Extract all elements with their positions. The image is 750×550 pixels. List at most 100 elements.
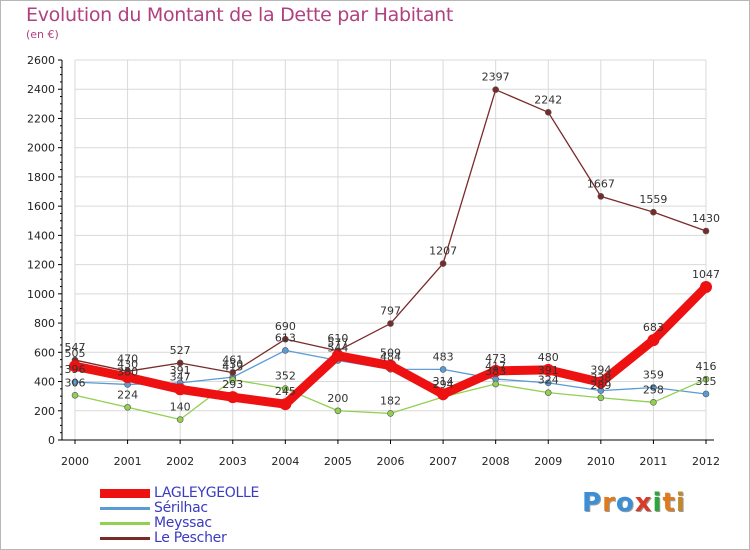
data-label: 544 bbox=[327, 341, 348, 354]
data-point bbox=[489, 364, 502, 377]
data-label: 314 bbox=[433, 375, 454, 388]
data-label: 509 bbox=[380, 347, 401, 360]
series-lagleygeolle bbox=[69, 280, 712, 411]
x-tick-label: 2009 bbox=[534, 455, 562, 468]
data-point bbox=[229, 376, 237, 383]
data-point bbox=[597, 394, 605, 402]
data-label: 2242 bbox=[534, 93, 562, 106]
y-tick-label: 2000 bbox=[27, 142, 55, 155]
legend-item: Le Pescher bbox=[98, 530, 358, 546]
y-tick-label: 1400 bbox=[27, 229, 55, 242]
data-point bbox=[544, 379, 552, 387]
data-point bbox=[229, 369, 237, 376]
data-label: 347 bbox=[170, 370, 191, 383]
data-point bbox=[121, 371, 134, 384]
x-tick-label: 2001 bbox=[114, 455, 142, 468]
legend-item: LAGLEYGEOLLE bbox=[98, 485, 358, 501]
data-label: 1207 bbox=[429, 245, 457, 258]
data-label: 413 bbox=[222, 361, 243, 374]
data-point bbox=[544, 109, 552, 116]
logo-letter: r bbox=[602, 488, 616, 518]
y-tick-label: 600 bbox=[34, 346, 55, 359]
y-tick-label: 1600 bbox=[27, 200, 55, 213]
x-tick-label: 2002 bbox=[166, 455, 194, 468]
data-point bbox=[492, 86, 499, 93]
data-label: 483 bbox=[433, 350, 454, 363]
data-label: 200 bbox=[327, 392, 348, 405]
data-label: 797 bbox=[380, 305, 401, 318]
data-label: 577 bbox=[327, 337, 348, 350]
chart-subtitle: (en €) bbox=[26, 28, 59, 41]
y-tick-label: 200 bbox=[34, 405, 55, 418]
legend-item: Sérilhac bbox=[98, 500, 358, 516]
legend-label: LAGLEYGEOLLE bbox=[154, 485, 260, 501]
data-point bbox=[702, 390, 710, 398]
data-label: 315 bbox=[696, 375, 717, 388]
data-label: 461 bbox=[222, 354, 243, 367]
data-label: 359 bbox=[643, 369, 664, 382]
data-label: 2397 bbox=[482, 71, 510, 84]
data-label: 473 bbox=[485, 352, 506, 365]
data-label: 352 bbox=[275, 370, 296, 383]
data-label: 613 bbox=[275, 331, 296, 344]
legend-label: Le Pescher bbox=[154, 530, 227, 546]
data-point bbox=[387, 320, 394, 327]
series-le-pescher bbox=[71, 86, 710, 376]
x-tick-label: 2005 bbox=[324, 455, 352, 468]
x-tick-label: 2006 bbox=[377, 455, 405, 468]
legend-swatch bbox=[100, 522, 150, 525]
data-point bbox=[282, 385, 289, 392]
data-point bbox=[492, 380, 499, 388]
y-tick-label: 1800 bbox=[27, 171, 55, 184]
data-label: 324 bbox=[538, 374, 559, 387]
data-label: 383 bbox=[485, 365, 506, 378]
y-tick-label: 1000 bbox=[27, 288, 55, 301]
data-point bbox=[439, 260, 447, 267]
data-point bbox=[544, 389, 552, 396]
y-tick-label: 2200 bbox=[27, 112, 55, 125]
legend-swatch bbox=[100, 489, 150, 498]
data-point bbox=[594, 376, 607, 389]
data-point bbox=[282, 335, 289, 343]
y-tick-label: 0 bbox=[48, 434, 55, 447]
data-label: 430 bbox=[117, 358, 138, 371]
data-label: 1047 bbox=[692, 268, 720, 281]
data-point bbox=[279, 398, 292, 411]
data-label: 470 bbox=[117, 352, 138, 365]
y-tick-label: 1200 bbox=[27, 259, 55, 272]
data-label: 182 bbox=[380, 394, 401, 407]
data-point bbox=[597, 193, 605, 200]
data-point bbox=[124, 403, 131, 411]
logo-letter: i bbox=[652, 488, 663, 518]
data-label: 258 bbox=[643, 383, 664, 396]
x-tick-label: 2003 bbox=[219, 455, 247, 468]
data-label: 683 bbox=[643, 321, 664, 334]
x-tick-label: 2011 bbox=[639, 455, 667, 468]
data-label: 140 bbox=[170, 401, 191, 414]
data-label: 416 bbox=[696, 360, 717, 373]
data-label: 610 bbox=[327, 332, 348, 345]
legend-swatch bbox=[100, 507, 150, 510]
data-label: 480 bbox=[538, 351, 559, 364]
data-point bbox=[650, 208, 657, 216]
y-tick-label: 800 bbox=[34, 317, 55, 330]
data-label: 391 bbox=[170, 364, 191, 377]
data-label: 1430 bbox=[692, 212, 720, 225]
data-label: 289 bbox=[590, 379, 611, 392]
data-label: 396 bbox=[65, 363, 86, 376]
data-point bbox=[702, 375, 710, 383]
x-tick-label: 2007 bbox=[429, 455, 457, 468]
data-label: 338 bbox=[590, 372, 611, 385]
logo-letter: t bbox=[662, 488, 676, 518]
data-label: 527 bbox=[170, 344, 191, 357]
x-tick-label: 2000 bbox=[61, 455, 89, 468]
data-point bbox=[650, 398, 657, 406]
legend-swatch bbox=[100, 537, 150, 540]
y-tick-label: 2600 bbox=[27, 54, 55, 67]
data-point bbox=[384, 359, 397, 372]
data-point bbox=[542, 363, 555, 376]
legend-label: Meyssac bbox=[154, 515, 212, 531]
data-label: 245 bbox=[275, 385, 296, 398]
